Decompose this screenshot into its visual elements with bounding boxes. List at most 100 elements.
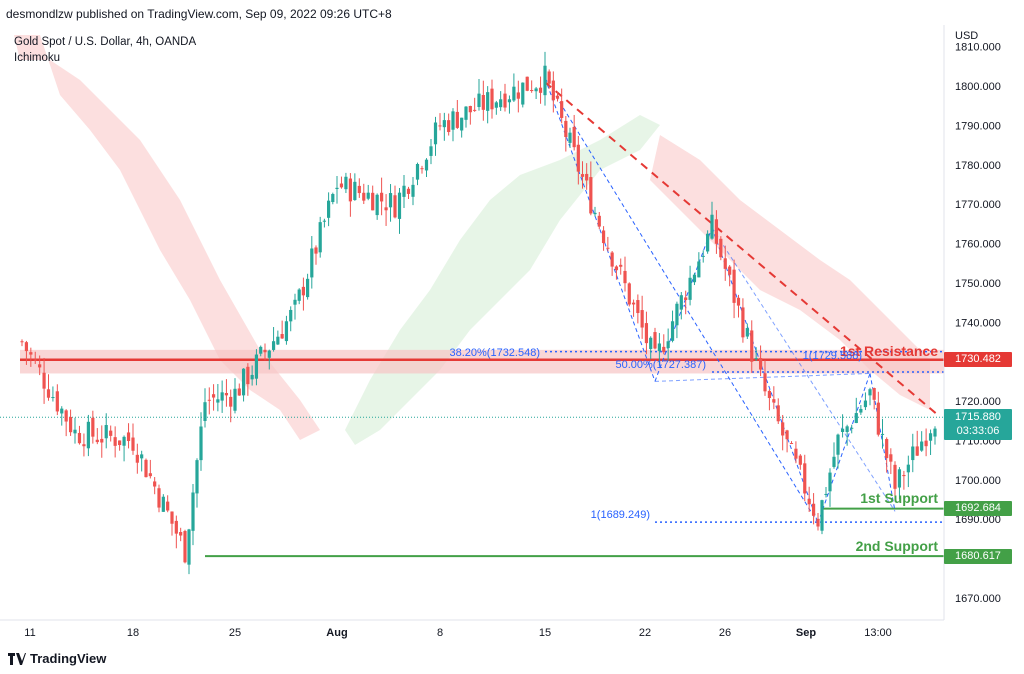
candle-body xyxy=(714,219,719,244)
candle-body xyxy=(237,388,241,396)
candle-body xyxy=(187,529,191,565)
y-tick-label: 1800.000 xyxy=(955,81,1001,93)
candle-body xyxy=(840,428,845,432)
candle-body xyxy=(868,389,872,396)
x-tick-label: 8 xyxy=(437,627,443,639)
candle-body xyxy=(380,192,384,202)
candle-body xyxy=(863,400,868,408)
candle-body xyxy=(393,195,397,218)
candle-body xyxy=(174,520,178,534)
candle-body xyxy=(828,472,832,492)
support1-price-tag: 1692.684 xyxy=(944,501,1012,516)
candle-body xyxy=(820,500,824,531)
y-tick-label: 1780.000 xyxy=(955,160,1001,172)
candle-body xyxy=(662,346,666,353)
candle-body xyxy=(420,168,424,170)
x-tick-label: Aug xyxy=(326,627,347,639)
candle-body xyxy=(555,95,560,99)
candle-body xyxy=(322,220,326,222)
resistance-price-tag: 1730.482 xyxy=(944,352,1012,367)
candle-body xyxy=(64,410,68,422)
candle-body xyxy=(486,92,490,111)
candle-body xyxy=(758,358,763,370)
candle-body xyxy=(451,111,455,130)
candle-body xyxy=(267,350,271,358)
candle-body xyxy=(424,159,429,171)
candle-body xyxy=(512,86,516,101)
ichimoku-cloud-red-left xyxy=(14,35,320,440)
indicator-label[interactable]: Ichimoku xyxy=(14,52,61,64)
candle-body xyxy=(442,120,446,128)
tradingview-logo[interactable]: TradingView xyxy=(8,651,106,666)
candle-body xyxy=(357,185,361,194)
ichimoku-cloud-red-right xyxy=(650,135,930,410)
candle-body xyxy=(276,336,280,345)
candle-body xyxy=(91,417,95,437)
candle-body xyxy=(289,309,293,322)
candle-body xyxy=(789,443,794,445)
support1-label: 1st Support xyxy=(860,490,938,506)
candle-body xyxy=(525,76,529,91)
candle-body xyxy=(688,277,692,300)
candle-body xyxy=(649,337,653,349)
candle-body xyxy=(284,321,289,342)
candle-body xyxy=(38,364,42,368)
candle-body xyxy=(327,200,331,218)
candle-body xyxy=(310,248,314,278)
pattern-leg-1 xyxy=(654,227,713,382)
candle-body xyxy=(803,463,807,494)
candle-body xyxy=(118,440,122,446)
candle-body xyxy=(807,498,811,505)
last-price-tag: 1715.880 03:33:06 xyxy=(944,409,1012,440)
candle-body xyxy=(297,289,301,301)
candle-body xyxy=(745,328,749,337)
candle-body xyxy=(220,392,224,401)
y-tick-label: 1810.000 xyxy=(955,42,1001,54)
candle-body xyxy=(82,444,86,447)
candle-body xyxy=(148,473,152,477)
candle-body xyxy=(161,496,165,512)
candle-body xyxy=(254,354,259,379)
y-tick-label: 1790.000 xyxy=(955,120,1001,132)
candle-body xyxy=(723,258,727,269)
candle-body xyxy=(126,432,131,442)
candle-body xyxy=(104,425,108,439)
candle-body xyxy=(675,303,679,326)
candle-body xyxy=(68,416,73,433)
pattern-diagonal-2 xyxy=(654,372,871,382)
pattern-diagonal-3 xyxy=(711,227,896,512)
symbol-title[interactable]: Gold Spot / U.S. Dollar, 4h, OANDA xyxy=(14,36,197,48)
candle-body xyxy=(564,120,568,137)
currency-label: USD xyxy=(955,30,979,42)
y-tick-label: 1740.000 xyxy=(955,317,1001,329)
candle-body xyxy=(710,214,714,239)
candle-body xyxy=(314,247,318,254)
candle-body xyxy=(816,518,820,527)
candle-body xyxy=(885,439,889,459)
y-tick-label: 1690.000 xyxy=(955,514,1001,526)
candle-body xyxy=(24,342,29,352)
candle-body xyxy=(776,405,780,422)
candle-body xyxy=(207,399,211,401)
candle-body xyxy=(732,269,736,303)
candle-body xyxy=(614,266,619,271)
candle-body xyxy=(494,102,498,108)
candle-body xyxy=(644,323,649,344)
candle-body xyxy=(366,192,370,199)
candle-body xyxy=(915,446,919,456)
candle-body xyxy=(854,413,858,424)
candle-body xyxy=(375,194,379,216)
x-tick-label: 18 xyxy=(127,627,139,639)
candle-body xyxy=(211,394,216,398)
candle-body xyxy=(798,455,802,465)
candle-body xyxy=(429,146,433,156)
pattern-leg-0 xyxy=(544,77,656,382)
candle-body xyxy=(348,178,352,202)
pattern-leg-3 xyxy=(817,373,871,524)
candle-body xyxy=(610,252,614,267)
candle-body xyxy=(657,343,661,352)
candle-body xyxy=(86,421,90,449)
candle-body xyxy=(928,433,933,441)
candle-body xyxy=(534,88,538,92)
